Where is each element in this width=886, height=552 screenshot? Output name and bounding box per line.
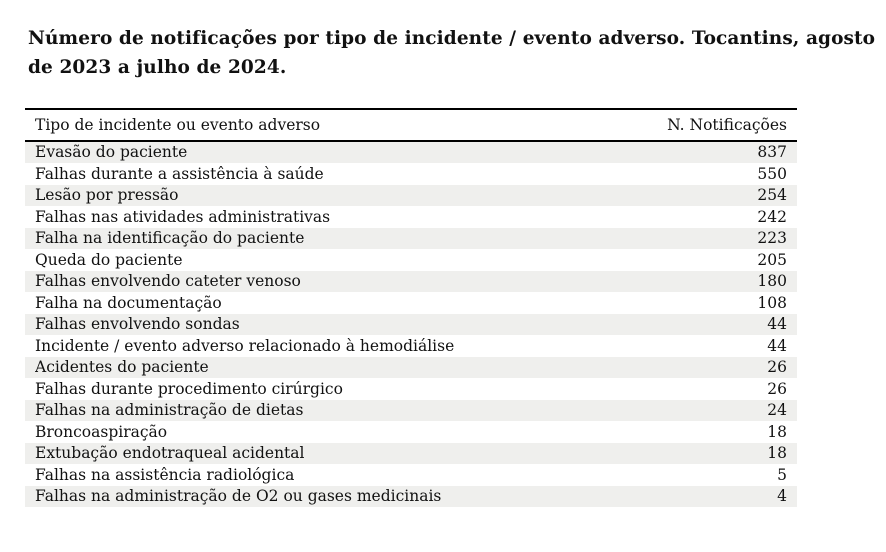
incident-type-cell: Falhas na administração de dietas — [35, 401, 304, 420]
incident-type-cell: Falhas durante a assistência à saúde — [35, 164, 324, 183]
incident-type-cell: Falhas envolvendo cateter venoso — [35, 272, 301, 291]
table-row: Incidente / evento adverso relacionado à… — [25, 335, 797, 357]
notification-count-cell: 44 — [767, 315, 787, 334]
notification-count-cell: 26 — [767, 358, 787, 377]
table-body: Evasão do paciente 837 Falhas durante a as… — [25, 141, 797, 507]
table-row: Falhas durante procedimento cirúrgico 26 — [25, 378, 797, 400]
notification-count-cell: 4 — [777, 487, 787, 506]
table-row: Falhas durante a assistência à saúde 550 — [25, 163, 797, 185]
notification-count-cell: 205 — [757, 250, 787, 269]
incident-type-cell: Queda do paciente — [35, 250, 183, 269]
incident-type-cell: Evasão do paciente — [35, 143, 188, 162]
notification-count-cell: 242 — [757, 207, 787, 226]
incident-type-cell: Extubação endotraqueal acidental — [35, 444, 305, 463]
table-row: Evasão do paciente 837 — [25, 141, 797, 163]
page-title: Número de notificações por tipo de incid… — [28, 24, 875, 82]
table-top-rule — [25, 108, 797, 110]
table-row: Queda do paciente 205 — [25, 249, 797, 271]
incident-type-cell: Falhas na assistência radiológica — [35, 465, 295, 484]
table-header-row: Tipo de incidente ou evento adverso N. N… — [25, 110, 797, 140]
incident-type-cell: Acidentes do paciente — [35, 358, 209, 377]
incident-type-cell: Falhas durante procedimento cirúrgico — [35, 379, 343, 398]
notification-count-cell: 18 — [767, 422, 787, 441]
table-row: Acidentes do paciente 26 — [25, 356, 797, 378]
incident-type-cell: Falhas envolvendo sondas — [35, 315, 240, 334]
notification-count-cell: 837 — [757, 143, 787, 162]
page-title-line2: de 2023 a julho de 2024. — [28, 57, 287, 78]
table-row: Broncoaspiração 18 — [25, 421, 797, 443]
table-row: Extubação endotraqueal acidental 18 — [25, 442, 797, 464]
incident-type-cell: Falhas nas atividades administrativas — [35, 207, 331, 226]
notification-count-cell: 108 — [757, 293, 787, 312]
table-row: Falhas na assistência radiológica 5 — [25, 464, 797, 486]
page-title-line1: Número de notificações por tipo de incid… — [28, 28, 876, 49]
incident-type-cell: Lesão por pressão — [35, 186, 179, 205]
notification-count-cell: 5 — [777, 465, 787, 484]
notification-count-cell: 26 — [767, 379, 787, 398]
notification-count-cell: 223 — [757, 229, 787, 248]
notification-count-cell: 550 — [757, 164, 787, 183]
table-row: Falhas na administração de O2 ou gases m… — [25, 485, 797, 507]
incident-type-cell: Broncoaspiração — [35, 422, 168, 441]
table-row: Falha na identificação do paciente 223 — [25, 227, 797, 249]
notification-count-cell: 18 — [767, 444, 787, 463]
incident-type-cell: Falhas na administração de O2 ou gases m… — [35, 487, 442, 506]
table-row: Falhas envolvendo cateter venoso 180 — [25, 270, 797, 292]
table-row: Lesão por pressão 254 — [25, 184, 797, 206]
notification-count-cell: 180 — [757, 272, 787, 291]
table-row: Falhas nas atividades administrativas 242 — [25, 206, 797, 228]
incident-type-cell: Incidente / evento adverso relacionado à… — [35, 336, 455, 355]
incidents-table: Tipo de incidente ou evento adverso N. N… — [25, 108, 797, 507]
table-row: Falha na documentação 108 — [25, 292, 797, 314]
table-row: Falhas envolvendo sondas 44 — [25, 313, 797, 335]
column-header-notifications: N. Notificações — [667, 116, 787, 134]
table-header-rule — [25, 140, 797, 142]
column-header-incident-type: Tipo de incidente ou evento adverso — [35, 116, 321, 134]
incident-type-cell: Falha na identificação do paciente — [35, 229, 305, 248]
notification-count-cell: 44 — [767, 336, 787, 355]
incident-type-cell: Falha na documentação — [35, 293, 222, 312]
notification-count-cell: 24 — [767, 401, 787, 420]
table-row: Falhas na administração de dietas 24 — [25, 399, 797, 421]
notification-count-cell: 254 — [757, 186, 787, 205]
